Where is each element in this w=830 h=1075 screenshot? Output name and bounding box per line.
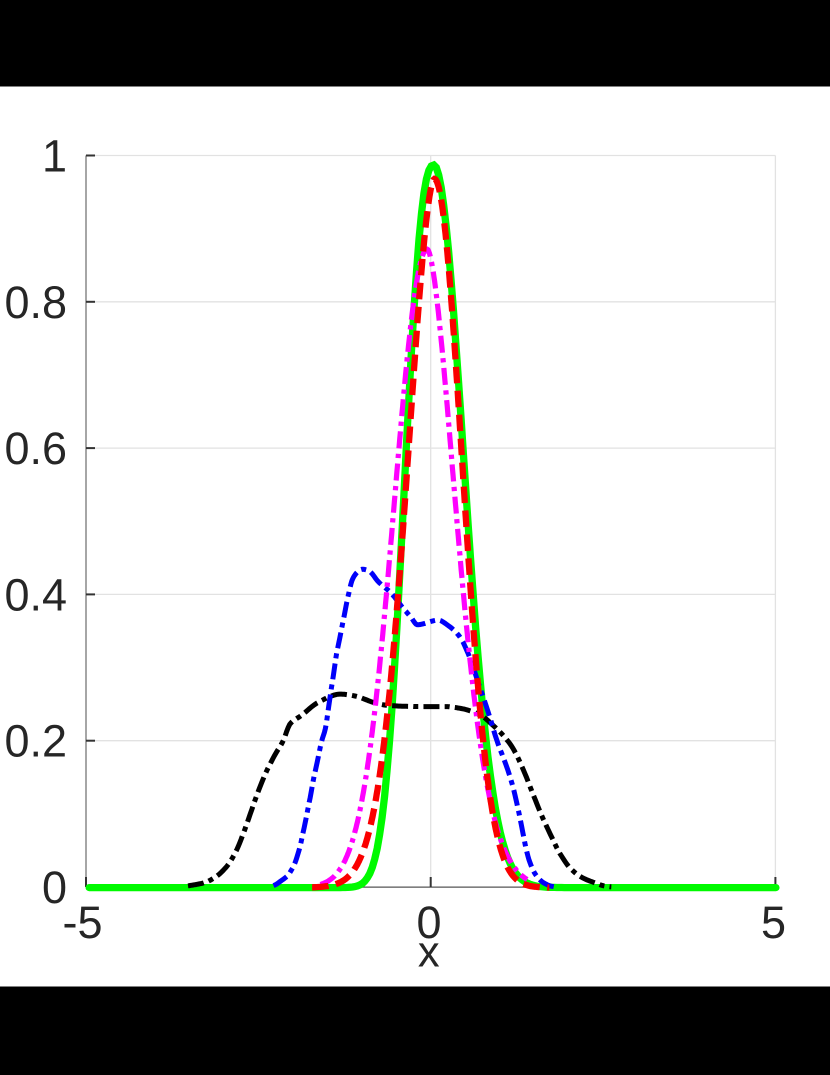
svg-text:x: x [418, 929, 440, 977]
svg-text:5: 5 [761, 897, 786, 948]
svg-text:0.8: 0.8 [4, 277, 67, 328]
svg-text:0.6: 0.6 [4, 423, 67, 474]
svg-text:0.4: 0.4 [4, 569, 67, 620]
svg-text:0.2: 0.2 [4, 716, 67, 767]
svg-text:0: 0 [416, 897, 441, 948]
svg-text:1: 1 [42, 131, 67, 182]
svg-text:0: 0 [42, 862, 67, 913]
svg-text:-5: -5 [62, 897, 102, 948]
